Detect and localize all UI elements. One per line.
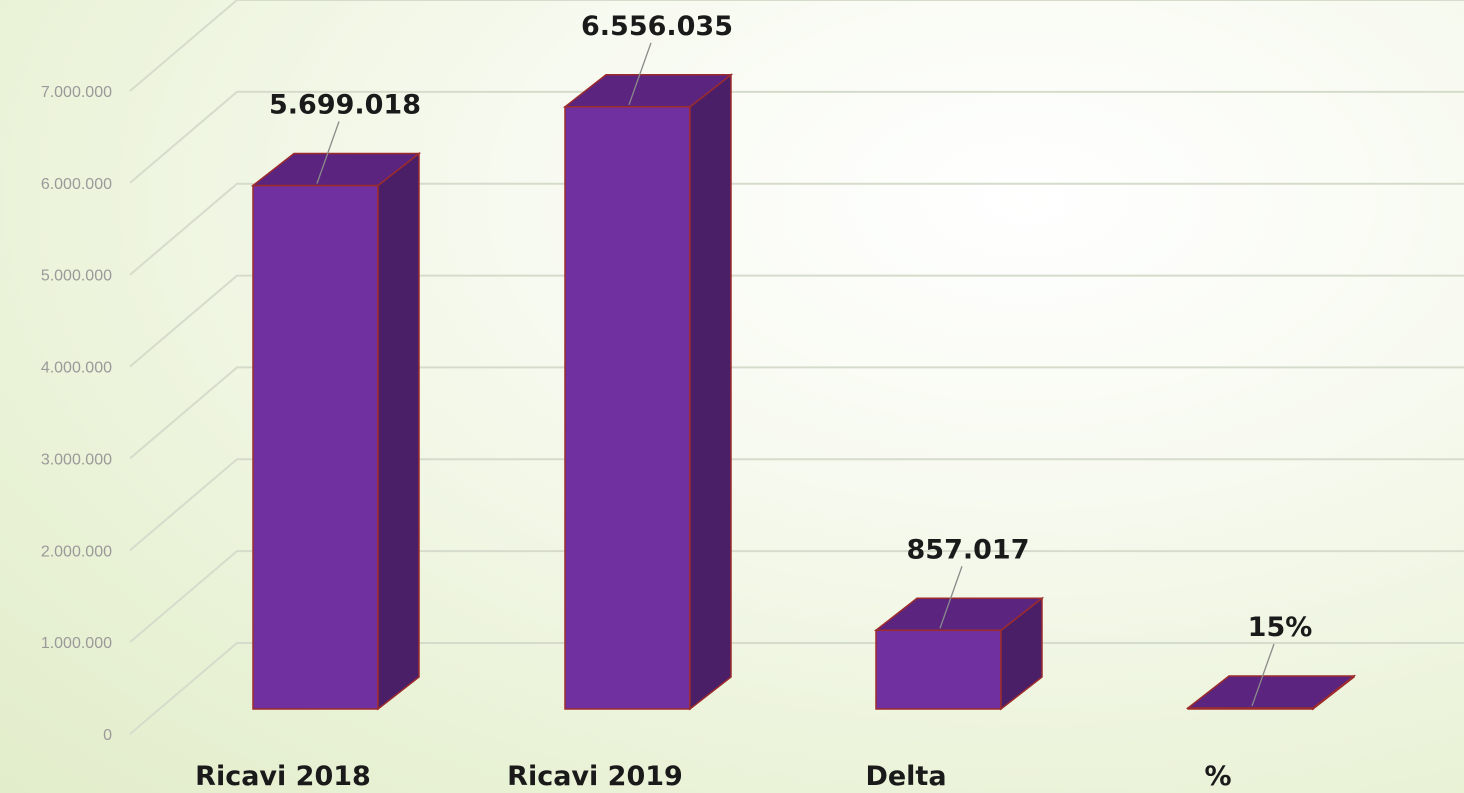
bars	[250, 73, 1357, 711]
y-tick-label: 3.000.000	[41, 451, 112, 468]
bar	[250, 151, 422, 711]
gridline	[129, 458, 1464, 552]
data-labels: 5.699.018 6.556.035 857.017 15%	[269, 11, 1313, 707]
x-tick-label: %	[1204, 761, 1231, 792]
leader-line	[939, 566, 963, 629]
leader-line	[628, 42, 652, 105]
bar-side	[377, 151, 420, 711]
gridlines	[129, 0, 1464, 735]
bar-front	[252, 184, 379, 710]
y-tick-label: 6.000.000	[41, 176, 112, 193]
bar-top	[1185, 675, 1357, 709]
gridline	[129, 642, 1464, 735]
bar	[1185, 674, 1357, 711]
x-axis-tick-labels: Ricavi 2018 Ricavi 2019 Delta%	[195, 761, 1231, 792]
bar-top	[873, 597, 1045, 632]
gridline	[129, 366, 1464, 460]
y-tick-label: 5.000.000	[41, 268, 112, 285]
leader-line	[316, 121, 340, 184]
y-axis-tick-labels: 0 1.000.000 2.000.000 3.000.000 4.000.000 5.0…	[41, 84, 112, 744]
gridline	[129, 274, 1464, 368]
data-label: 6.556.035	[581, 11, 733, 42]
y-tick-label: 4.000.000	[41, 360, 112, 377]
gridline	[129, 550, 1464, 643]
gridline	[129, 182, 1464, 276]
bar-side	[689, 73, 732, 711]
bar	[873, 596, 1045, 711]
gridline	[129, 0, 1464, 92]
data-label: 857.017	[907, 534, 1030, 565]
x-tick-label: Ricavi 2019	[507, 761, 683, 792]
data-label: 5.699.018	[269, 90, 421, 121]
bar-top	[562, 74, 734, 108]
x-tick-label: Ricavi 2018	[195, 761, 371, 792]
y-tick-label: 0	[103, 727, 112, 744]
y-tick-label: 2.000.000	[41, 543, 112, 560]
bar-front	[564, 106, 691, 710]
x-tick-label: Delta	[865, 761, 946, 792]
bar-top	[250, 152, 422, 187]
y-tick-label: 7.000.000	[41, 84, 112, 101]
gridline	[129, 90, 1464, 184]
bar-front	[875, 629, 1002, 710]
leader-line	[1251, 643, 1275, 707]
bar	[562, 73, 734, 711]
data-label: 15%	[1248, 612, 1313, 643]
y-tick-label: 1.000.000	[41, 635, 112, 652]
